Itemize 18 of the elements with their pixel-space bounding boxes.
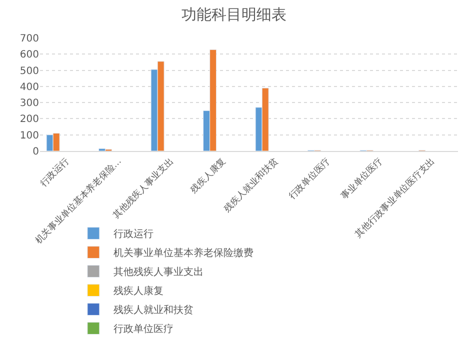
legend-label: 行政单位医疗 (113, 323, 174, 336)
legend-label: 残疾人就业和扶贫 (113, 304, 194, 316)
y-tick-label: 600 (20, 50, 39, 61)
legend-label: 其他残疾人事业支出 (113, 266, 204, 278)
y-tick-label: 0 (32, 146, 39, 158)
x-tick-label: 残疾人康复 (188, 156, 228, 196)
x-tick-label: 事业单位医疗 (338, 156, 385, 202)
y-tick-label: 500 (20, 66, 39, 77)
chart-title: 功能科目明细表 (182, 5, 286, 24)
y-tick-label: 400 (20, 82, 39, 93)
legend-label: 机关事业单位基本养老保险缴费 (113, 247, 254, 260)
x-tick-label: 行政运行 (38, 156, 72, 190)
x-tick-label: 行政单位医疗 (286, 156, 333, 202)
y-tick-label: 700 (20, 34, 39, 44)
y-tick-label: 200 (20, 114, 39, 126)
y-tick-label: 100 (20, 130, 39, 142)
y-tick-label: 300 (20, 98, 39, 110)
legend-label: 残疾人康复 (113, 285, 164, 298)
